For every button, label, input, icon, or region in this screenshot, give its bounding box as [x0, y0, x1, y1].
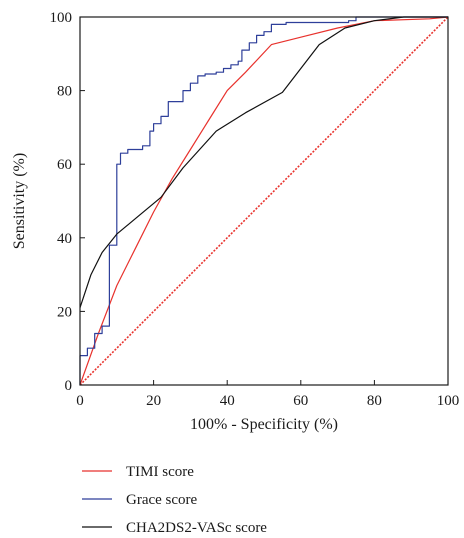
legend-label-grace-score: Grace score: [126, 492, 198, 508]
legend-label-cha2ds2-vasc-score: CHA2DS2-VASc score: [126, 520, 267, 536]
plot-lines: [79, 16, 449, 386]
y-tick-label: 20: [57, 304, 72, 320]
x-axis-label: 100% - Specificity (%): [190, 416, 338, 433]
x-tick-label: 60: [293, 393, 308, 409]
timi-score-line: [79, 16, 449, 386]
y-tick-label: 100: [50, 10, 73, 26]
y-tick-label: 40: [57, 231, 72, 247]
x-tick-label: 0: [76, 393, 84, 409]
axis-ticks: 0 20 40 60 80 100 0 20 40 60 80 100: [50, 10, 460, 409]
x-tick-label: 80: [367, 393, 382, 409]
y-tick-label: 60: [57, 157, 72, 173]
y-axis-label: Sensitivity (%): [11, 153, 28, 249]
grace-score-line: [79, 16, 448, 385]
reference-diagonal-line: [79, 16, 449, 386]
cha2ds2-vasc-score-line: [79, 16, 448, 308]
legend: TIMI score Grace score CHA2DS2-VASc score: [82, 464, 267, 536]
x-tick-label: 100: [437, 393, 460, 409]
y-tick-label: 80: [57, 84, 72, 100]
x-tick-label: 40: [220, 393, 235, 409]
x-tick-label: 20: [146, 393, 161, 409]
plot-frame: [79, 16, 449, 386]
y-tick-label: 0: [65, 378, 73, 394]
legend-label-timi-score: TIMI score: [126, 464, 194, 480]
